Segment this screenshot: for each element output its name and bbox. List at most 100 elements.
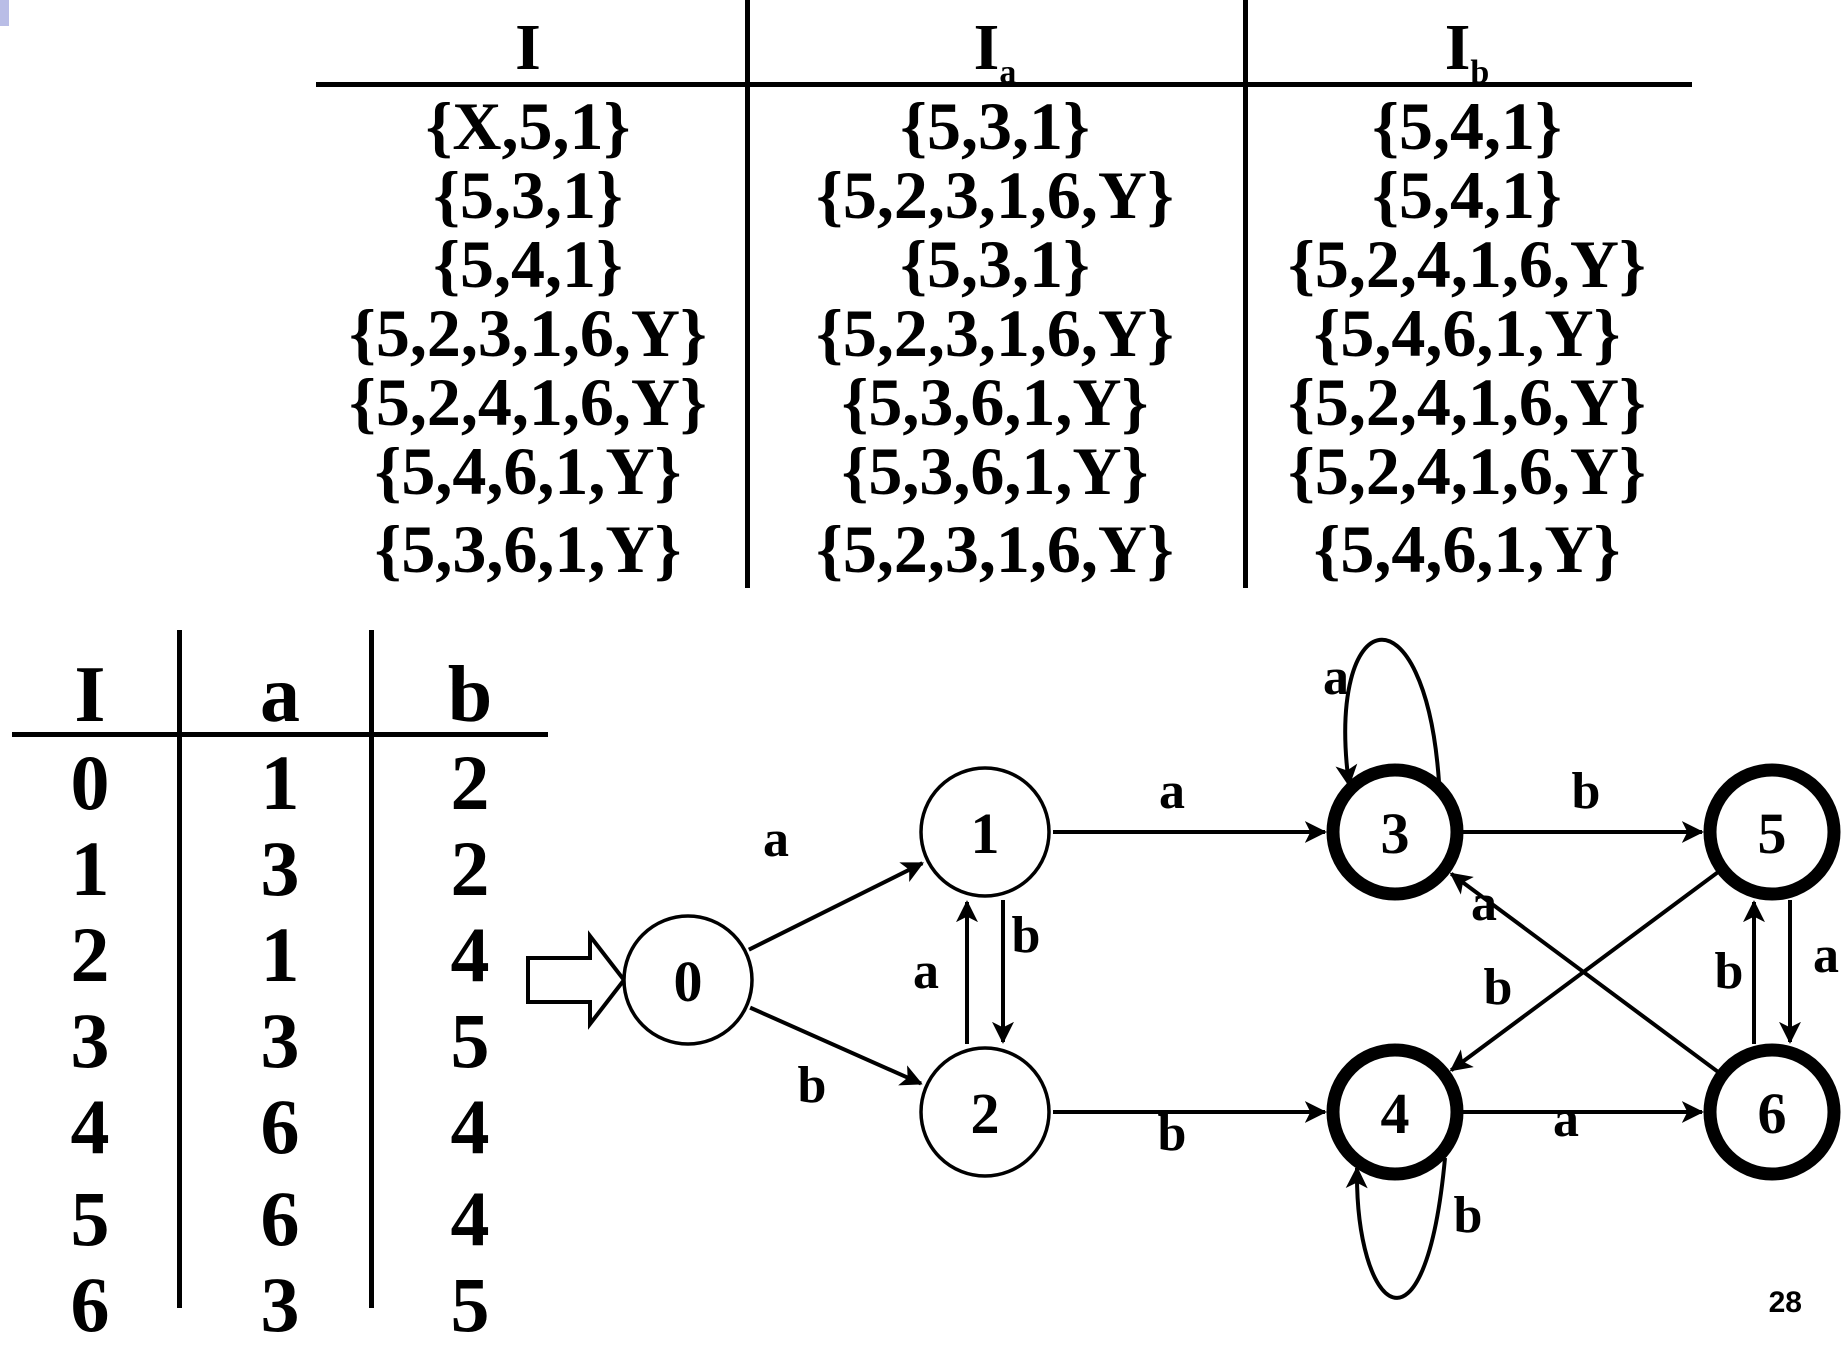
subset-column-Ib: {5,4,1} {5,4,1} {5,2,4,1,6,Y} {5,4,6,1,Y… bbox=[1247, 92, 1687, 584]
transition-arrow-0-1 bbox=[747, 861, 924, 952]
transition-label-5-4: b bbox=[1484, 959, 1513, 1016]
transition-label-5-6: a bbox=[1813, 927, 1839, 984]
table-cell: {5,3,6,1,Y} bbox=[841, 364, 1149, 440]
state-6-circle bbox=[1703, 1043, 1841, 1181]
table-cell: 1 bbox=[260, 911, 300, 998]
table-cell: {5,2,4,1,6,Y} bbox=[1288, 364, 1646, 440]
transition-arrow-4-4 bbox=[1345, 1157, 1447, 1300]
table-cell: 5 bbox=[450, 997, 490, 1084]
table-cell: {5,2,3,1,6,Y} bbox=[816, 157, 1174, 233]
state-6-label: 6 bbox=[1758, 1081, 1787, 1146]
header-sub: a bbox=[999, 54, 1017, 91]
table-cell: 6 bbox=[260, 1175, 300, 1262]
table-cell: {5,3,1} bbox=[900, 226, 1090, 302]
state-3-label: 3 bbox=[1381, 801, 1410, 866]
header-base: I bbox=[1444, 11, 1471, 84]
transition-arrow-6-3 bbox=[1449, 872, 1719, 1074]
state-4-circle bbox=[1326, 1043, 1464, 1181]
table-cell: {5,2,4,1,6,Y} bbox=[1288, 226, 1646, 302]
subset-header-rule bbox=[316, 82, 1692, 87]
table-cell: {5,3,6,1,Y} bbox=[374, 511, 682, 587]
header-base: I bbox=[515, 11, 541, 84]
state-4-label: 4 bbox=[1381, 1081, 1410, 1146]
transition-header-b: b bbox=[447, 651, 493, 739]
transition-label-2-4: b bbox=[1158, 1105, 1187, 1162]
table-cell: {5,3,6,1,Y} bbox=[841, 433, 1149, 509]
transition-label-6-3: a bbox=[1471, 875, 1497, 932]
table-cell: 6 bbox=[260, 1083, 300, 1170]
transition-label-0-1: a bbox=[763, 811, 789, 868]
transition-header-rule bbox=[12, 732, 548, 737]
header-sub: b bbox=[1470, 54, 1490, 91]
state-3-circle bbox=[1326, 763, 1464, 901]
subset-column-Ia: {5,3,1} {5,2,3,1,6,Y} {5,3,1} {5,2,3,1,6… bbox=[750, 92, 1240, 584]
state-0-circle bbox=[622, 914, 754, 1046]
subset-header-Ia: Ia bbox=[750, 8, 1240, 91]
page-number: 28 bbox=[1768, 1286, 1802, 1319]
table-cell: 1 bbox=[260, 739, 300, 826]
table-cell: 4 bbox=[450, 911, 490, 998]
subset-header-Ib: Ib bbox=[1247, 8, 1687, 91]
dfa-states: 0 1 2 3 4 5 6 bbox=[622, 763, 1841, 1181]
state-2-circle bbox=[919, 1046, 1051, 1178]
table-cell: 2 bbox=[450, 825, 490, 912]
transition-label-4-4: b bbox=[1454, 1187, 1483, 1244]
transition-label-2-1: a bbox=[913, 943, 939, 1000]
transition-column-divider bbox=[369, 630, 374, 1308]
state-1-label: 1 bbox=[971, 801, 1000, 866]
transition-label-0-2: b bbox=[798, 1057, 827, 1114]
transition-label-6-5: b bbox=[1715, 943, 1744, 1000]
subset-header-I: I bbox=[313, 8, 743, 88]
transition-label-3-3: a bbox=[1323, 649, 1349, 706]
table-cell: 3 bbox=[260, 997, 300, 1084]
table-cell: 4 bbox=[70, 1083, 110, 1170]
subset-column-divider bbox=[745, 0, 750, 588]
dfa-transitions bbox=[747, 637, 1801, 1300]
table-cell: {5,4,1} bbox=[433, 226, 623, 302]
table-cell: {5,2,4,1,6,Y} bbox=[349, 364, 707, 440]
state-5-circle bbox=[1703, 763, 1841, 901]
table-cell: {5,4,6,1,Y} bbox=[1313, 511, 1621, 587]
table-cell: {5,4,1} bbox=[1372, 157, 1562, 233]
table-cell: {5,4,6,1,Y} bbox=[374, 433, 682, 509]
table-cell: 5 bbox=[70, 1175, 110, 1262]
table-cell: 4 bbox=[450, 1083, 490, 1170]
table-cell: 4 bbox=[450, 1175, 490, 1262]
table-cell: 2 bbox=[70, 911, 110, 998]
table-cell: 0 bbox=[70, 739, 110, 826]
transition-header-a: a bbox=[260, 651, 300, 739]
subset-column-divider bbox=[1243, 0, 1248, 588]
table-cell: {5,4,1} bbox=[1372, 88, 1562, 164]
state-1-circle bbox=[919, 766, 1051, 898]
table-cell: {5,3,1} bbox=[433, 157, 623, 233]
transition-label-1-3: a bbox=[1159, 763, 1185, 820]
transition-column-state: 0 1 2 3 4 5 6 bbox=[20, 740, 160, 1348]
table-cell: {5,4,6,1,Y} bbox=[1313, 295, 1621, 371]
transition-column-divider bbox=[177, 630, 182, 1308]
table-cell: 1 bbox=[70, 825, 110, 912]
slide-corner-marker bbox=[0, 0, 9, 26]
transition-label-4-6: a bbox=[1553, 1091, 1579, 1148]
table-cell: {5,3,1} bbox=[900, 88, 1090, 164]
table-cell: {5,2,3,1,6,Y} bbox=[349, 295, 707, 371]
transition-arrow-3-3 bbox=[1335, 637, 1441, 787]
subset-column-I: {X,5,1} {5,3,1} {5,4,1} {5,2,3,1,6,Y} {5… bbox=[313, 92, 743, 584]
transition-arrow-0-2 bbox=[749, 1005, 923, 1086]
table-cell: {5,2,4,1,6,Y} bbox=[1288, 433, 1646, 509]
transition-header-state: I bbox=[74, 651, 106, 739]
start-arrow-icon bbox=[526, 930, 627, 1030]
table-cell: 3 bbox=[70, 997, 110, 1084]
state-0-label: 0 bbox=[674, 949, 703, 1014]
transition-label-3-5: b bbox=[1572, 763, 1601, 820]
table-cell: {5,2,3,1,6,Y} bbox=[816, 295, 1174, 371]
table-cell: 2 bbox=[450, 739, 490, 826]
table-cell: 3 bbox=[260, 825, 300, 912]
table-cell: {5,2,3,1,6,Y} bbox=[816, 511, 1174, 587]
table-cell: {X,5,1} bbox=[425, 88, 631, 164]
transition-column-a: 1 3 1 3 6 6 3 bbox=[185, 740, 375, 1348]
header-base: I bbox=[973, 11, 1000, 84]
state-2-label: 2 bbox=[971, 1081, 1000, 1146]
transition-label-1-2: b bbox=[1012, 907, 1041, 964]
